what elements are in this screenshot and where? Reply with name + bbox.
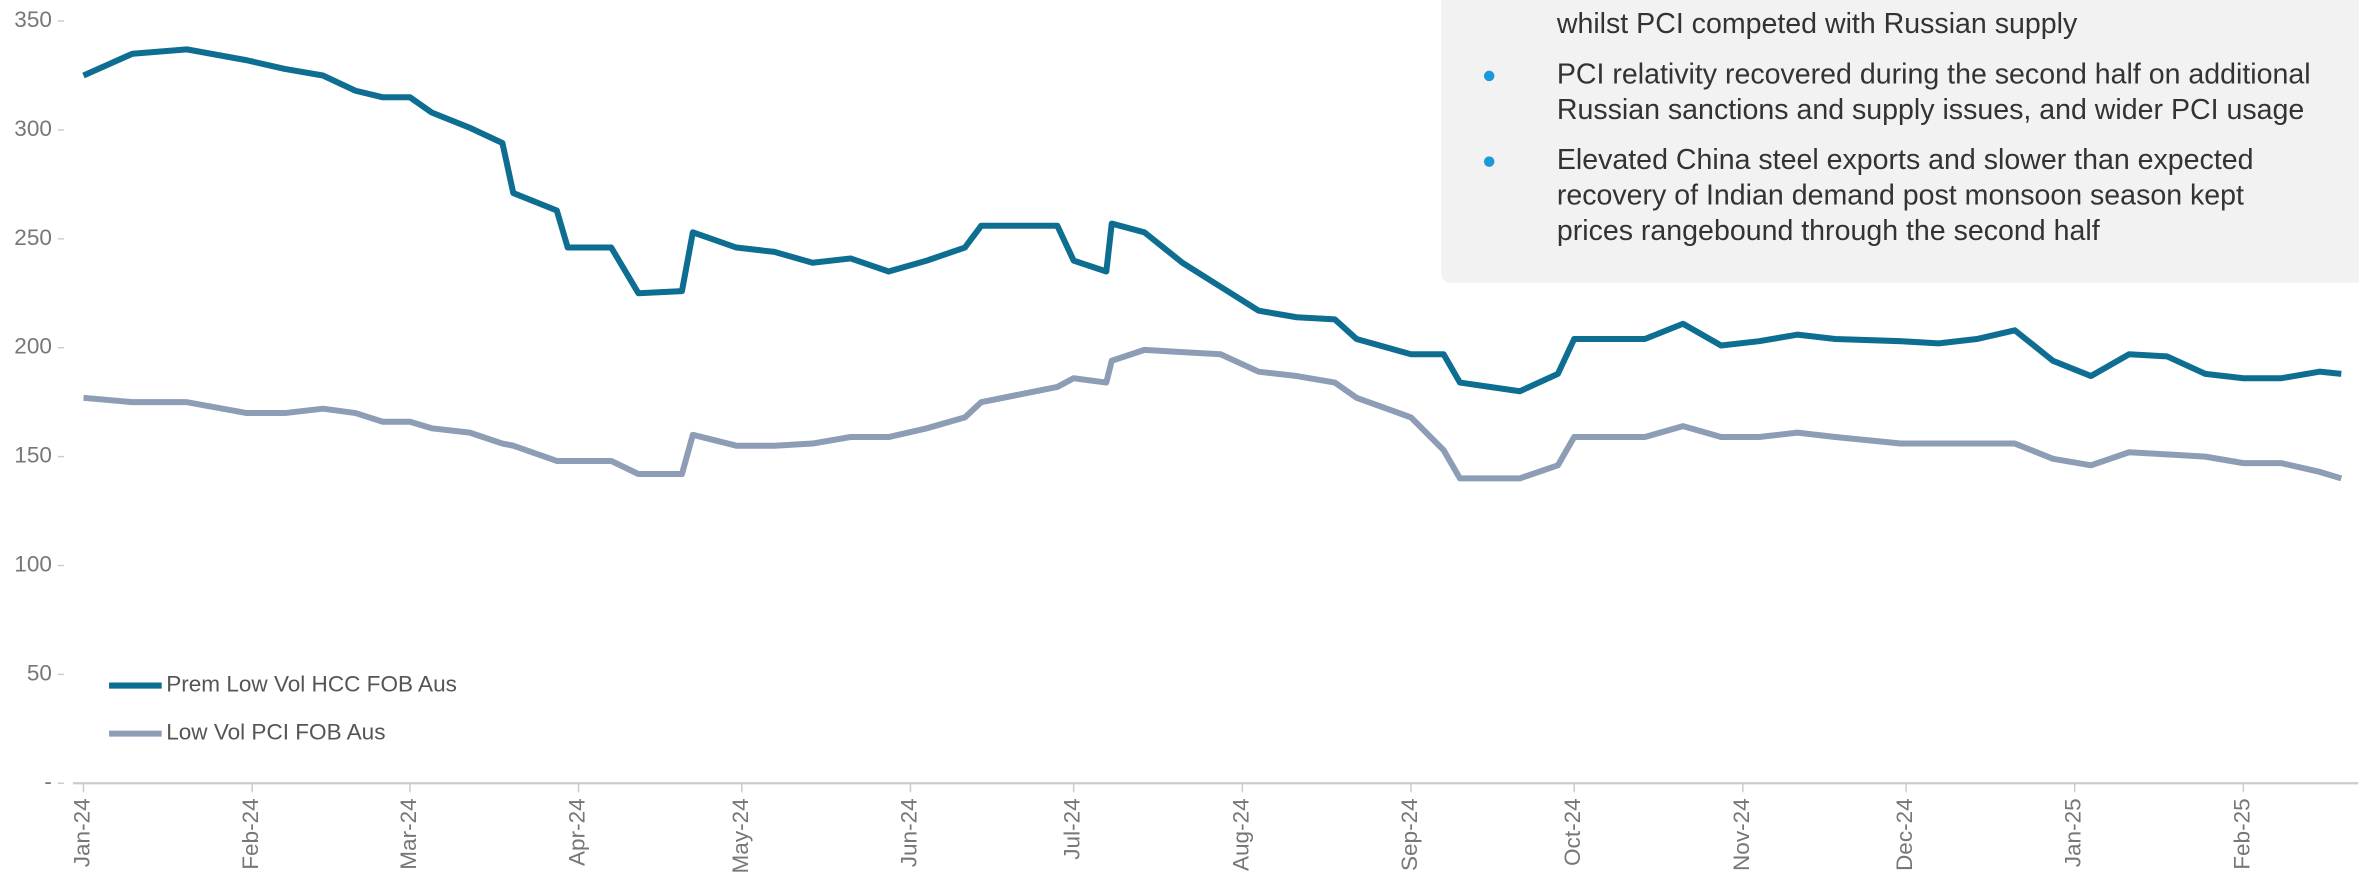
y-tick-label: 250 bbox=[14, 225, 52, 250]
x-tick-label: Feb-25 bbox=[2229, 798, 2254, 869]
bullet bbox=[1483, 156, 1495, 167]
bullet bbox=[1483, 70, 1495, 82]
y-tick-label: 50 bbox=[27, 660, 52, 685]
series-line bbox=[82, 46, 2342, 395]
x-tick-label: Aug-24 bbox=[1228, 798, 1253, 871]
legend-label: Prem Low Vol HCC FOB Aus bbox=[166, 672, 457, 697]
y-tick-label: 150 bbox=[14, 443, 52, 468]
series-line bbox=[83, 346, 2343, 482]
note-text: Russian sanctions and supply issues, and… bbox=[1557, 94, 2304, 126]
x-tick-label: Mar-24 bbox=[396, 798, 421, 869]
x-tick-label: Nov-24 bbox=[1729, 798, 1754, 871]
x-tick-label: Jan-25 bbox=[2061, 798, 2086, 867]
note-text: Elevated China steel exports and slower … bbox=[1557, 144, 2254, 176]
x-tick-label: Jan-24 bbox=[69, 798, 94, 867]
y-tick-label: 300 bbox=[14, 116, 52, 141]
x-tick-label: Oct-24 bbox=[1560, 798, 1585, 866]
x-tick-label: Jun-24 bbox=[896, 798, 921, 867]
x-tick-label: May-24 bbox=[728, 798, 753, 873]
x-tick-label: Feb-24 bbox=[238, 798, 263, 869]
y-tick-label: - bbox=[44, 769, 52, 794]
note-box bbox=[1441, 0, 2359, 283]
y-tick-label: 350 bbox=[14, 7, 52, 32]
x-tick-label: Jul-24 bbox=[1060, 798, 1085, 859]
y-tick-label: 200 bbox=[14, 334, 52, 359]
note-text: PCI relativity recovered during the seco… bbox=[1557, 58, 2311, 90]
note-text: recovery of Indian demand post monsoon s… bbox=[1557, 179, 2244, 211]
x-tick-label: Apr-24 bbox=[565, 798, 590, 866]
note-text: prices rangebound through the second hal… bbox=[1557, 215, 2100, 247]
x-tick-label: Dec-24 bbox=[1892, 798, 1917, 871]
y-tick-label: 100 bbox=[14, 551, 52, 576]
x-tick-label: Sep-24 bbox=[1397, 798, 1422, 871]
note-text: whilst PCI competed with Russian supply bbox=[1556, 8, 2078, 40]
legend-label: Low Vol PCI FOB Aus bbox=[166, 720, 385, 745]
